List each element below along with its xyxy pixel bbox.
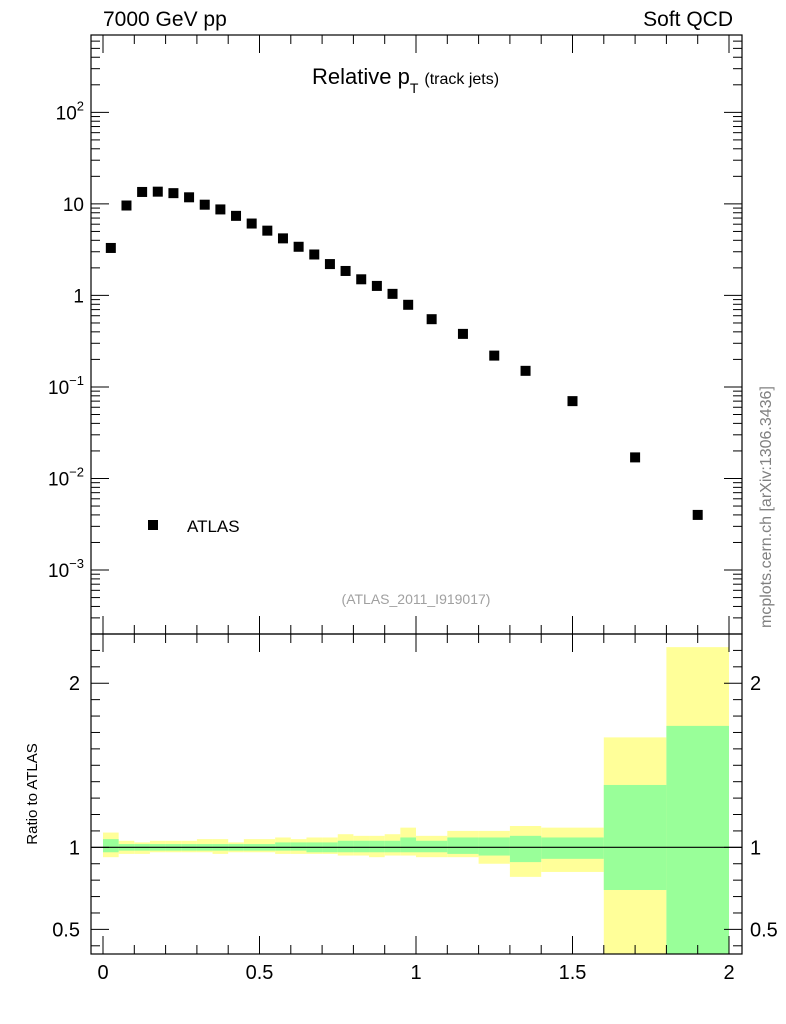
ratio-y-axis-label: Ratio to ATLAS: [24, 743, 41, 844]
data-point: [403, 299, 414, 310]
data-point: [262, 225, 273, 236]
header-right-label: Soft QCD: [643, 8, 733, 31]
data-point: [426, 314, 437, 325]
data-point: [340, 265, 351, 276]
ratio-y-tick-label: 1: [69, 837, 80, 859]
data-point: [121, 200, 132, 211]
data-point: [105, 242, 116, 253]
ratio-band-bin: [353, 840, 370, 853]
x-tick-label: 1.5: [559, 962, 587, 984]
x-tick-label: 2: [723, 962, 734, 984]
ratio-y-tick-labels: 0.5 0.5 1 1 2 2: [52, 673, 778, 941]
data-point: [324, 259, 335, 270]
data-point: [567, 396, 578, 407]
main-axis-ticks: [91, 34, 742, 635]
x-tick-label: 1: [410, 962, 421, 984]
ratio-band-bin: [478, 837, 510, 856]
data-point: [277, 233, 288, 244]
ratio-plot-frame: [90, 633, 743, 955]
data-point: [371, 280, 382, 291]
main-y-tick-labels: 102 10 1 10−1 10−2 10−3: [48, 98, 84, 582]
data-point: [231, 210, 242, 221]
ratio-y-tick-label: 2: [69, 673, 80, 695]
data-point: [152, 186, 163, 197]
legend-label: ATLAS: [187, 517, 240, 536]
data-point: [309, 249, 320, 260]
ratio-band-bin: [541, 837, 604, 859]
data-point: [630, 452, 641, 463]
data-point: [387, 288, 398, 299]
ratio-band-bin: [103, 839, 119, 853]
main-plot: Relative pT (track jets) 10210110−110−210…: [48, 34, 743, 635]
x-tick-label: 0.5: [246, 962, 274, 984]
main-y-tick-label: 10−1: [48, 373, 84, 399]
ratio-plot: 0.5 0.5 1 1 2 2 0 0.5 1 1.5 2 Ratio to ATLAS: [24, 633, 778, 984]
header-left-label: 7000 GeV pp: [103, 8, 227, 31]
main-data-points: [105, 186, 703, 520]
ratio-band-bin: [509, 835, 542, 863]
x-tick-label: 0: [97, 962, 108, 984]
main-y-tick-label: 102: [56, 98, 84, 124]
data-point: [692, 509, 703, 520]
legend-marker: [148, 520, 158, 530]
ratio-y-tick-label-right: 0.5: [750, 919, 778, 941]
main-y-tick-label: 1: [73, 286, 84, 307]
ratio-band-bin: [275, 842, 291, 851]
data-point: [184, 192, 195, 203]
ratio-band-bin: [290, 842, 307, 851]
ratio-y-tick-label-right: 1: [750, 837, 761, 859]
ratio-x-tick-labels: 0 0.5 1 1.5 2: [97, 962, 734, 984]
data-point: [246, 218, 257, 229]
main-y-tick-label: 10: [63, 195, 84, 216]
ratio-y-tick-label-right: 2: [750, 673, 761, 695]
ratio-band-bin: [384, 840, 401, 853]
main-title: Relative pT (track jets): [312, 64, 499, 96]
ratio-band-bin: [400, 837, 416, 853]
data-point: [356, 274, 367, 285]
data-point: [293, 241, 304, 252]
ratio-band-bin: [369, 840, 385, 853]
ratio-y-tick-label: 0.5: [52, 919, 80, 941]
main-y-tick-label: 10−3: [48, 556, 84, 582]
ratio-band-bin: [337, 840, 354, 853]
data-point: [489, 350, 500, 361]
data-point: [137, 186, 148, 197]
data-point: [457, 328, 468, 339]
data-point: [168, 188, 179, 199]
ratio-band-bin: [416, 840, 448, 853]
ratio-axis-ticks: [91, 633, 742, 954]
main-y-tick-label: 10−2: [48, 464, 84, 490]
ratio-band-bin: [447, 837, 479, 854]
analysis-id: (ATLAS_2011_I919017): [342, 591, 491, 607]
data-point: [199, 199, 210, 210]
data-point: [520, 365, 531, 376]
ratio-band-bin: [603, 784, 667, 890]
ratio-band-bin: [666, 725, 729, 954]
main-plot-frame: [90, 34, 743, 635]
data-point: [215, 204, 226, 215]
